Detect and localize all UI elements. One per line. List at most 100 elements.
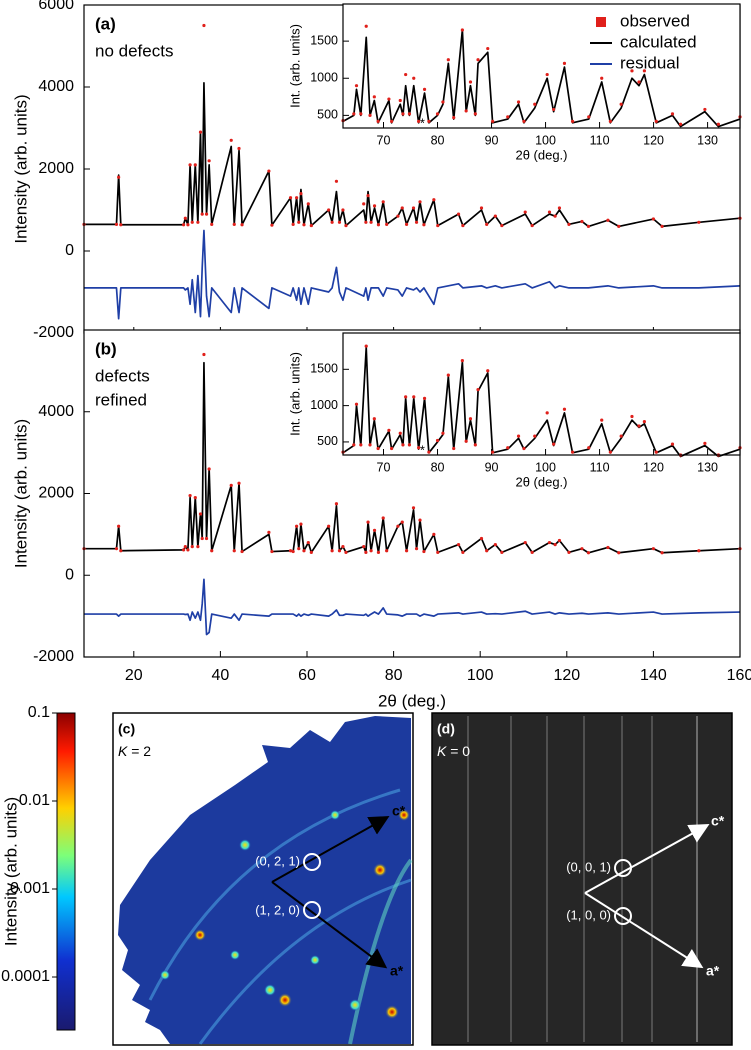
observed-point — [461, 550, 465, 554]
observed-point — [327, 208, 331, 212]
observed-point — [473, 112, 477, 116]
data-line — [84, 361, 741, 554]
x-tick-label: 110 — [590, 460, 610, 474]
observed-point — [533, 102, 537, 106]
observed-point — [716, 122, 720, 126]
reflection-label: (0, 0, 1) — [566, 859, 611, 874]
x-tick-label: 70 — [377, 133, 391, 147]
observed-point — [299, 522, 303, 526]
annotation: * — [420, 442, 425, 457]
data-line — [84, 82, 741, 228]
powder-ring — [198, 878, 412, 1045]
observed-point — [196, 545, 200, 549]
reciprocal-axis-arrow — [271, 881, 388, 969]
observed-point — [372, 417, 376, 421]
observed-point — [452, 116, 456, 120]
observed-point — [547, 540, 552, 545]
axis-label: c* — [711, 813, 725, 829]
observed-point — [586, 224, 591, 228]
observed-point — [411, 506, 416, 510]
observed-point — [341, 208, 345, 212]
x-tick-label: 80 — [385, 667, 403, 684]
observed-point — [372, 528, 377, 532]
colorbar-tick-label: 0.01 — [19, 792, 50, 809]
observed-point — [516, 434, 521, 438]
observed-point — [198, 512, 203, 516]
observed-point — [523, 540, 527, 545]
observed-point — [117, 524, 121, 528]
colorbar-label: Intensity (arb. units) — [1, 797, 20, 946]
reflection-label: (1, 0, 0) — [566, 907, 611, 922]
k-value: = 2 — [131, 743, 151, 759]
observed-point — [606, 218, 610, 222]
x-tick-label: 110 — [590, 133, 610, 147]
plot-frame — [83, 329, 741, 658]
observed-point — [545, 72, 549, 77]
observed-point — [485, 549, 489, 553]
observed-point — [600, 418, 604, 422]
observed-point — [552, 107, 556, 112]
observed-point — [476, 58, 480, 62]
observed-point — [188, 493, 192, 498]
x-axis-label: 2θ (deg.) — [378, 691, 446, 710]
observed-point — [432, 198, 436, 202]
observed-point — [186, 548, 190, 552]
streaks — [467, 716, 698, 1042]
observed-point — [619, 102, 623, 106]
observed-point — [306, 202, 310, 206]
y-tick-label: 0 — [65, 242, 74, 259]
observed-point — [452, 446, 456, 451]
observed-point — [414, 220, 419, 224]
observed-point — [654, 119, 658, 123]
observed-point — [400, 206, 404, 210]
observed-point — [381, 200, 385, 204]
observed-point — [354, 402, 359, 406]
observed-point — [545, 411, 549, 415]
observed-point — [422, 396, 427, 400]
observed-point — [202, 23, 206, 28]
observed-point — [387, 428, 391, 432]
observed-point — [500, 223, 504, 228]
y-axis-label: Intensity (arb. units) — [11, 419, 30, 568]
observed-point — [359, 112, 363, 116]
observed-point — [193, 163, 197, 167]
x-tick-label: 160 — [727, 667, 751, 684]
plot-area — [343, 333, 740, 455]
observed-point — [190, 545, 194, 549]
observed-point — [387, 97, 391, 101]
reciprocal-axis-arrow — [584, 824, 710, 894]
observed-point — [506, 115, 510, 119]
legend-label: observed — [620, 11, 690, 30]
observed-point — [533, 434, 537, 438]
observed-point — [295, 196, 299, 200]
observed-point — [703, 441, 707, 445]
observed-point — [422, 87, 427, 91]
observed-point — [396, 524, 400, 528]
observed-point — [651, 547, 655, 551]
observed-point — [390, 446, 394, 451]
observed-point — [188, 163, 192, 167]
x-axis-label: 2θ (deg.) — [515, 147, 567, 162]
x-tick-label: 90 — [485, 133, 499, 147]
observed-point — [398, 98, 402, 103]
observed-point — [436, 223, 440, 228]
bragg-spots — [160, 809, 410, 1019]
observed-point — [309, 550, 313, 554]
y-axis-label: Int. (arb. units) — [287, 24, 302, 108]
observed-point — [486, 369, 490, 373]
observed-point — [364, 24, 368, 28]
x-tick-label: 80 — [431, 460, 445, 474]
y-tick-label: 4000 — [38, 403, 74, 420]
axis-label: a* — [390, 963, 404, 979]
reflection-circle — [303, 901, 321, 919]
observed-point — [341, 545, 345, 549]
x-tick-label: 140 — [640, 667, 667, 684]
observed-point — [427, 450, 431, 454]
observed-point — [385, 549, 389, 553]
observed-point — [608, 450, 612, 454]
observed-point — [587, 446, 591, 450]
x-tick-label: 120 — [643, 460, 664, 474]
observed-point — [291, 549, 295, 554]
panel-label: (a) — [95, 14, 116, 33]
observed-point — [522, 119, 526, 123]
